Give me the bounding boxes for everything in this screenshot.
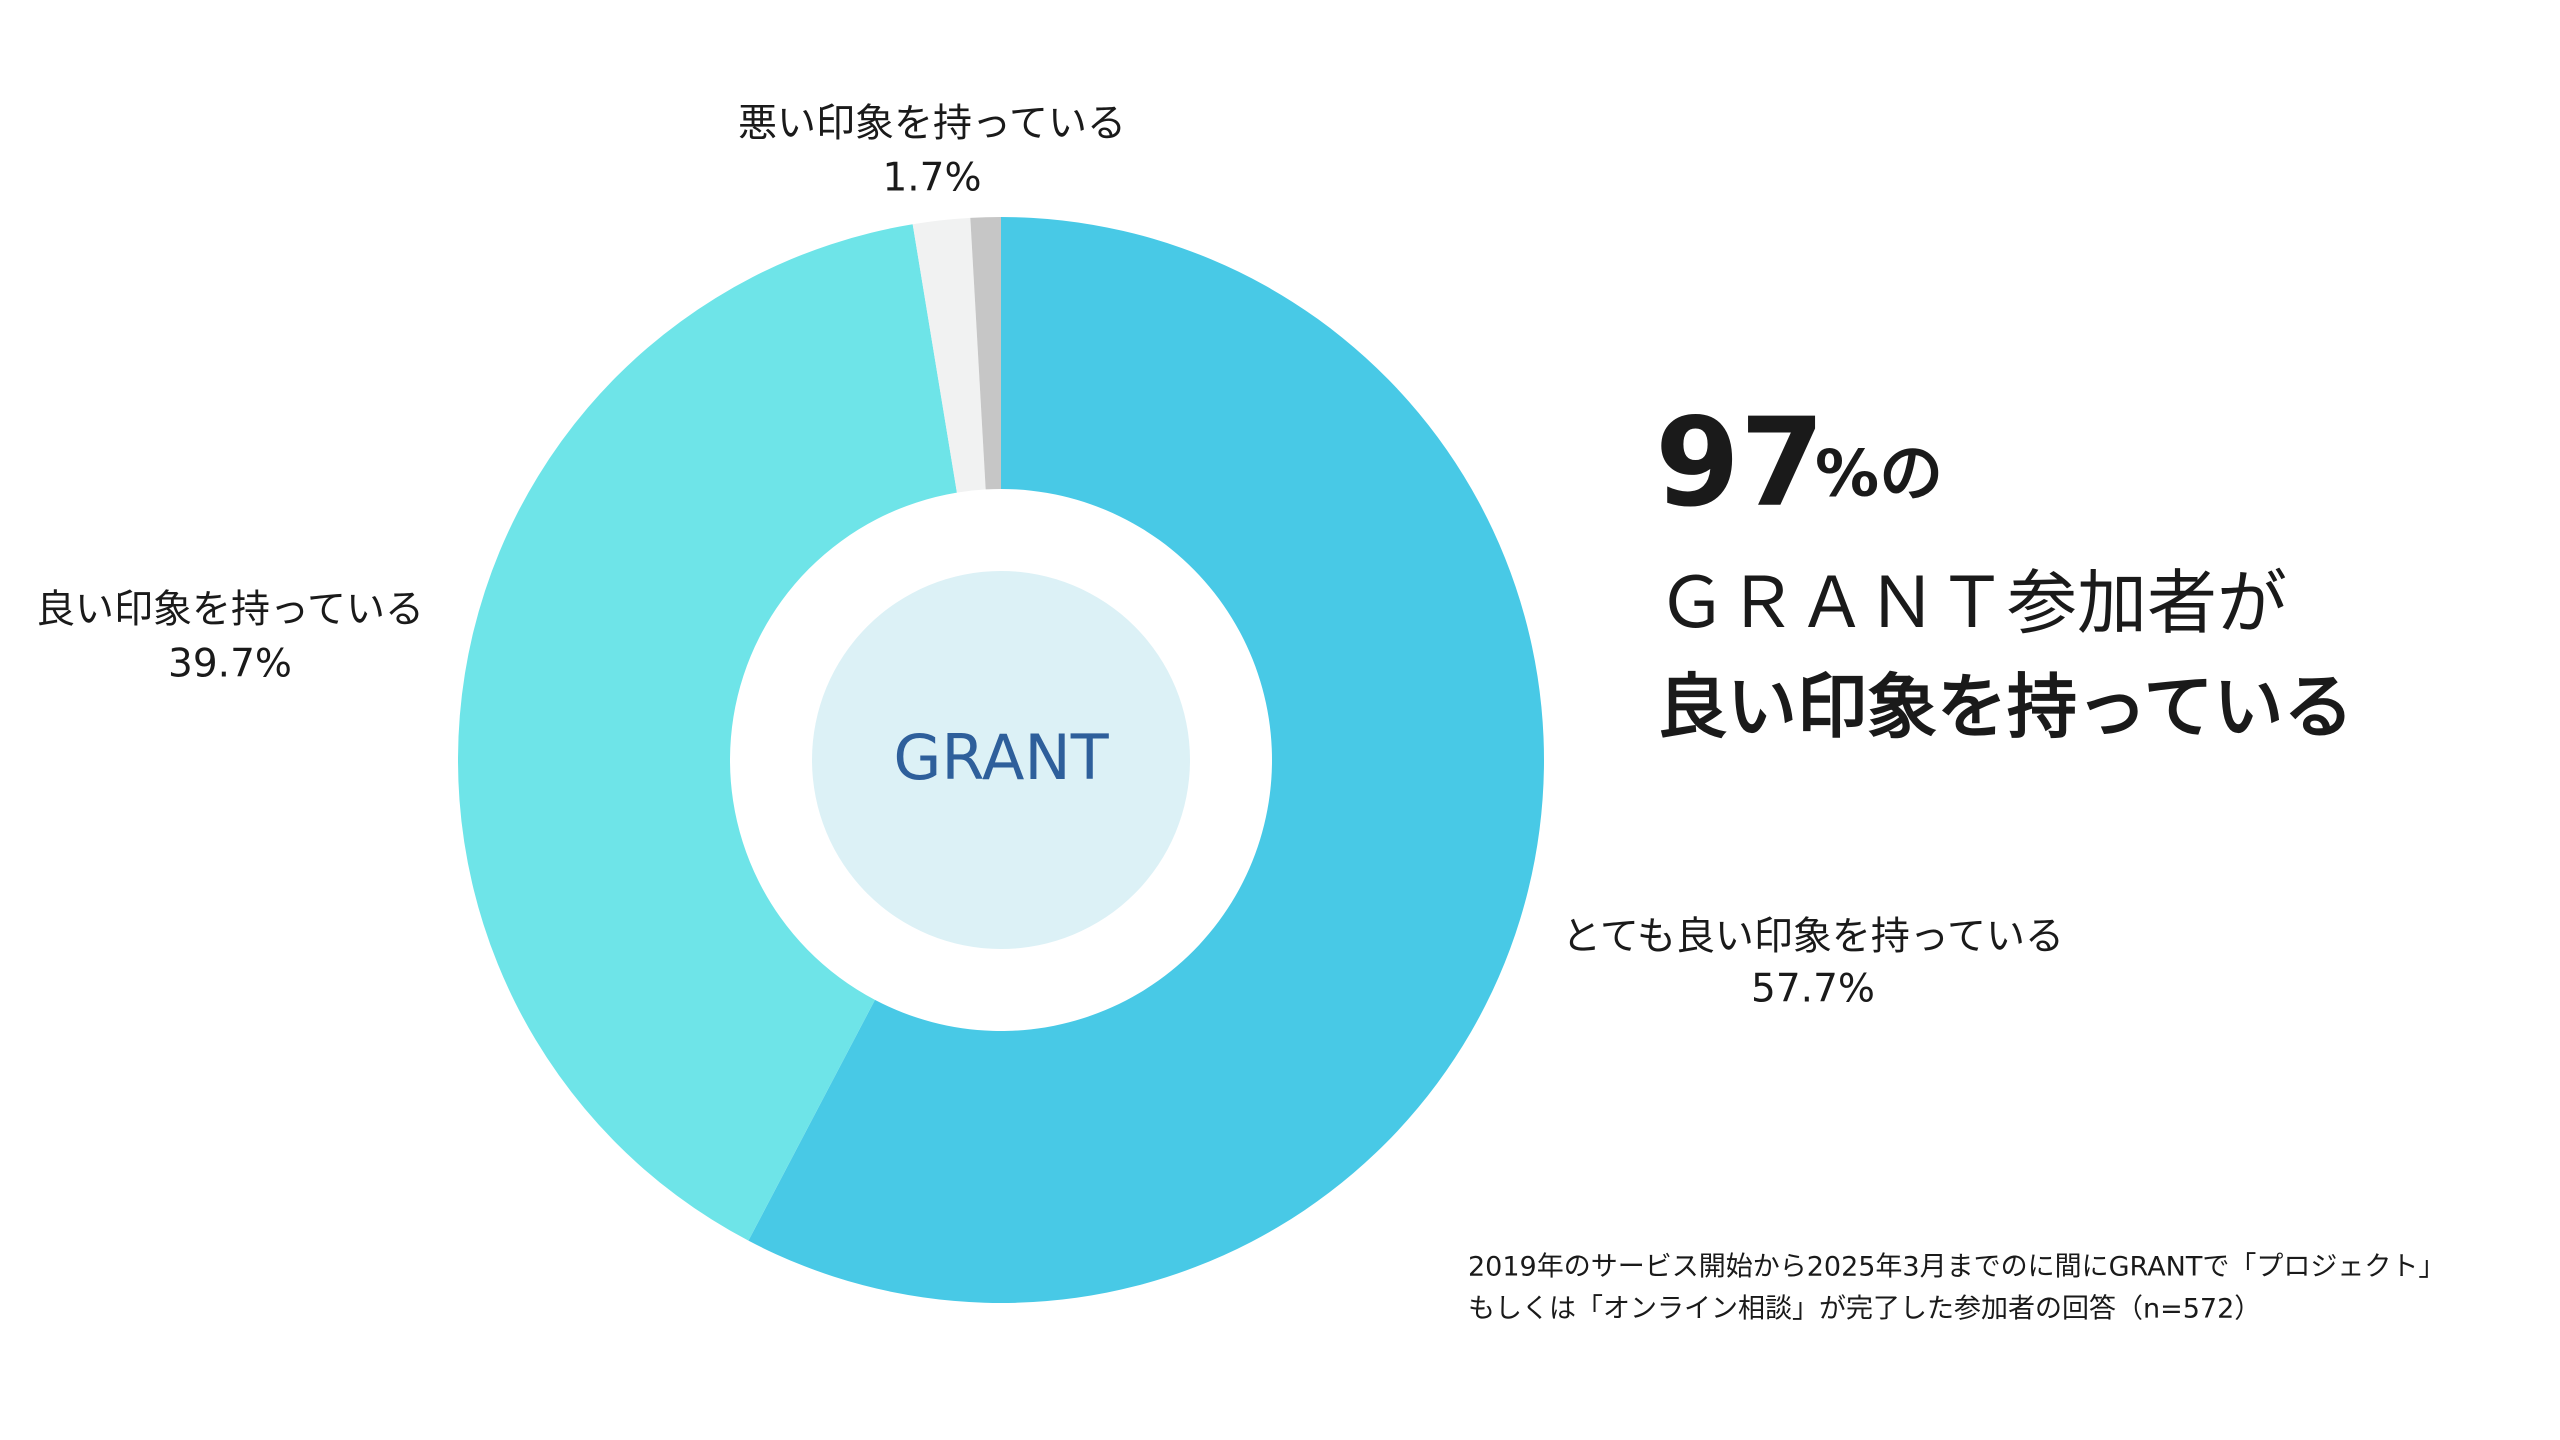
- headline-suffix: %の: [1815, 438, 1943, 512]
- slice: [970, 217, 1001, 490]
- headline-line2: 良い印象を持っている: [1657, 666, 2354, 748]
- slice: [748, 217, 1545, 1303]
- footnote: 2019年のサービス開始から2025年3月までのに間にGRANTで「プロジェクト…: [1468, 1252, 2445, 1283]
- headline-line1: ＧＲＡＮＴ参加者が: [1657, 562, 2287, 644]
- center-label: GRANT: [893, 721, 1109, 794]
- center-disc: [812, 571, 1190, 949]
- slice-value-label: 1.7%: [882, 156, 981, 201]
- slice-value-label: 57.7%: [1751, 967, 1875, 1012]
- slice: [912, 217, 986, 493]
- slice-label: とても良い印象を持っている: [1562, 915, 2064, 960]
- slice-value-label: 39.7%: [168, 642, 292, 687]
- slice-label: 悪い印象を持っている: [738, 102, 1126, 147]
- slice-label: 良い印象を持っている: [36, 588, 424, 633]
- slice: [458, 224, 957, 1241]
- footnote: もしくは「オンライン相談」が完了した参加者の回答（n=572）: [1468, 1294, 2261, 1325]
- headline-number: 97: [1655, 392, 1825, 534]
